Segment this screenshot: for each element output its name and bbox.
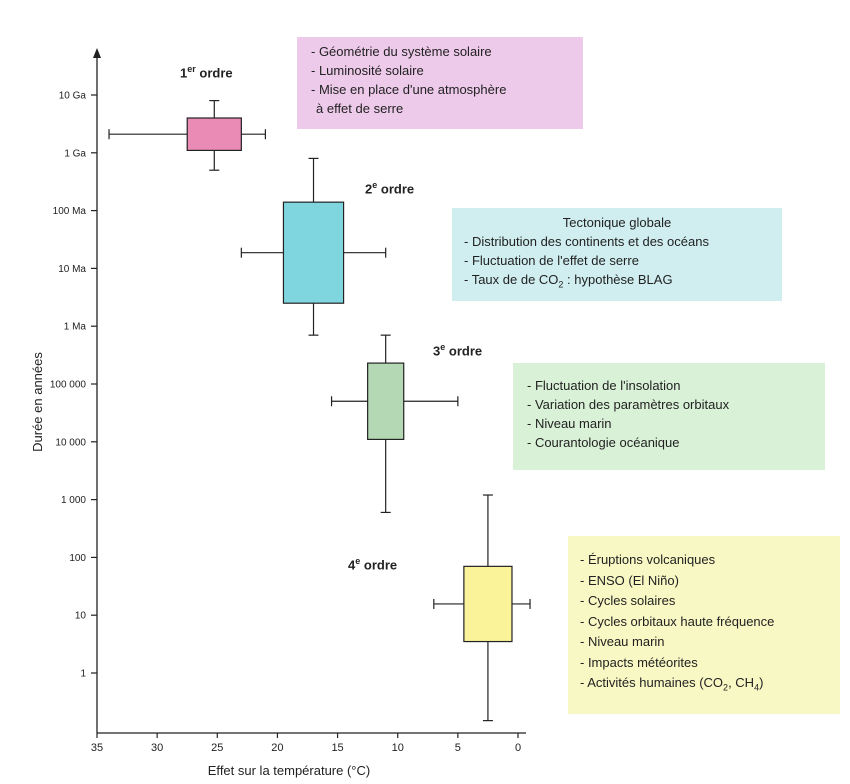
info-line: - Cycles solaires	[580, 593, 676, 608]
info-line: - Impacts météorites	[580, 654, 698, 670]
x-tick-label: 30	[151, 742, 163, 754]
order-word: ordre	[199, 65, 233, 81]
y-tick-label: 10 Ma	[58, 264, 86, 275]
order-superscript: er	[187, 64, 196, 74]
x-tick-label: 35	[91, 742, 103, 754]
order-2-box	[282, 201, 345, 304]
order-superscript: e	[355, 556, 361, 566]
order-number: 2	[365, 181, 373, 197]
y-tick-label: 1 000	[61, 495, 86, 506]
y-tick-label: 100	[69, 553, 86, 564]
order-4-box	[463, 565, 513, 643]
order-word: ordre	[363, 557, 398, 573]
order-label-2: 2e ordre	[365, 180, 414, 196]
info-line: - Courantologie océanique	[527, 435, 680, 450]
y-tick-label: 10 Ga	[59, 91, 87, 102]
info-box-1st-order: - Géométrie du système solaire - Luminos…	[297, 37, 583, 129]
order-label-3: 3e ordre	[433, 342, 482, 358]
info-title: Tectonique globale	[562, 215, 672, 230]
order-number: 4	[348, 557, 356, 573]
info-line: - Variation des paramètres orbitaux	[527, 397, 730, 412]
y-tick-label: 1 Ma	[64, 322, 87, 333]
order-superscript: e	[440, 342, 446, 352]
y-tick-label: 100 000	[50, 380, 87, 391]
info-line: - Niveau marin	[580, 634, 665, 649]
x-tick-label: 20	[271, 742, 283, 754]
y-tick-label: 1 Ga	[64, 148, 86, 159]
info-line: - Niveau marin	[527, 416, 612, 431]
y-axis-title: Durée en années	[30, 352, 45, 452]
boxes	[108, 100, 531, 722]
y-tick-label: 10 000	[55, 437, 86, 448]
info-line: - Fluctuation de l'effet de serre	[464, 253, 639, 268]
y-tick-label: 10	[75, 611, 87, 622]
info-line: - Géométrie du système solaire	[311, 44, 492, 59]
order-1-mark	[108, 100, 266, 171]
order-label-1: 1er ordre	[180, 64, 233, 80]
x-tick-label: 5	[455, 742, 461, 754]
info-line: - Fluctuation de l'insolation	[527, 378, 681, 393]
order-superscript: e	[372, 180, 378, 190]
x-tick-label: 0	[515, 742, 521, 754]
info-line: - Mise en place d'une atmosphère	[311, 82, 507, 97]
x-tick-label: 15	[331, 742, 343, 754]
order-2-mark	[240, 157, 387, 336]
info-box-2nd-order: Tectonique globale - Distribution des co…	[452, 208, 782, 301]
y-axis-arrow	[93, 48, 101, 58]
order-number: 3	[433, 343, 441, 359]
order-number: 1	[180, 65, 188, 81]
info-line: - ENSO (El Niño)	[580, 572, 679, 588]
info-line: à effet de serre	[316, 101, 404, 116]
x-tick-label: 25	[211, 742, 223, 754]
info-line-co2: - Taux de de CO2 : hypothèse BLAG	[464, 272, 673, 290]
order-1-box	[186, 117, 242, 152]
order-3-mark	[330, 334, 459, 514]
order-3-box	[367, 362, 405, 441]
info-box-4th-order: - Éruptions volcaniques - ENSO (El Niño)…	[568, 536, 840, 714]
x-axis-title: Effet sur la température (°C)	[208, 763, 370, 778]
info-line: - Éruptions volcaniques	[580, 552, 716, 567]
order-label-4: 4e ordre	[348, 556, 397, 572]
y-tick-label: 1	[80, 669, 86, 680]
info-line: - Cycles orbitaux haute fréquence	[580, 613, 775, 629]
order-4-mark	[433, 494, 531, 722]
x-tick-label: 10	[392, 742, 404, 754]
info-line-human: - Activités humaines (CO2, CH4)	[580, 675, 764, 693]
y-tick-label: 100 Ma	[53, 206, 87, 217]
order-word: ordre	[448, 343, 483, 359]
info-box-3rd-order: - Fluctuation de l'insolation - Variatio…	[513, 363, 825, 470]
order-word: ordre	[380, 181, 415, 197]
info-line: - Distribution des continents et des océ…	[464, 234, 709, 249]
info-line: - Luminosité solaire	[311, 63, 424, 78]
